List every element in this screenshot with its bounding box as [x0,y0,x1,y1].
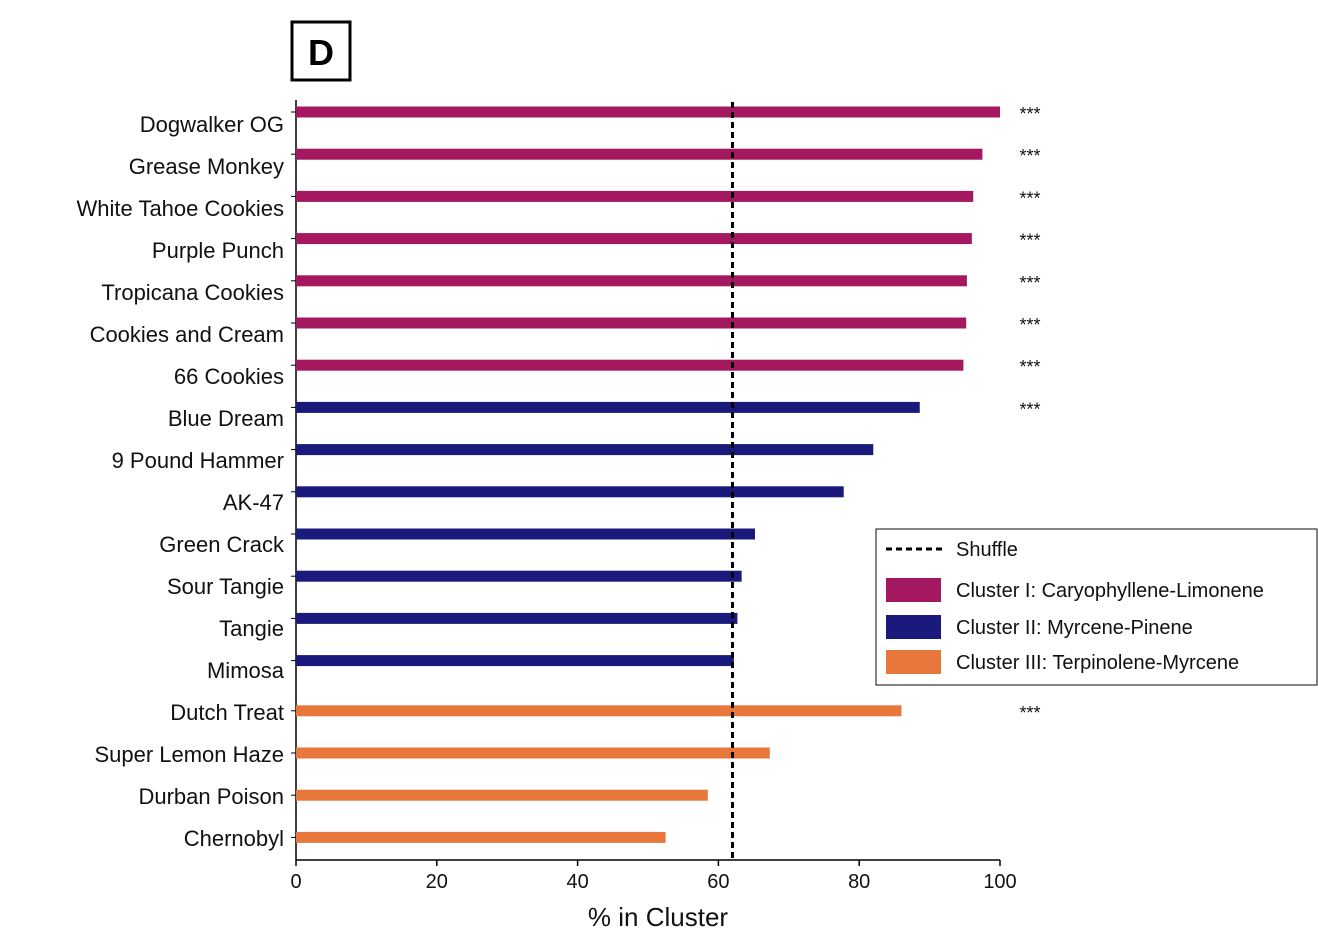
category-label: Grease Monkey [129,154,284,179]
category-label: Tangie [219,616,284,641]
bar [296,148,983,160]
significance-label: *** [1019,146,1040,166]
x-axis-title: % in Cluster [588,902,728,929]
significance-label: *** [1019,399,1040,419]
significance-label: *** [1019,104,1040,124]
category-label: Tropicana Cookies [101,280,284,305]
bar [296,831,666,843]
significance-label: *** [1019,188,1040,208]
category-label: Sour Tangie [167,574,284,599]
x-tick-label: 60 [707,871,729,893]
significance-label: *** [1019,315,1040,335]
panel-label-box: D [290,20,352,82]
bar [296,789,708,801]
legend-swatch [886,615,941,639]
bar [296,705,902,717]
bar [296,401,920,413]
legend-label: Cluster I: Caryophyllene-Limonene [956,580,1264,602]
category-label: Purple Punch [152,238,284,263]
bar [296,359,964,371]
category-label: Dutch Treat [170,700,284,725]
category-label: Blue Dream [168,406,284,431]
legend-swatch [886,650,941,674]
bar [296,570,742,582]
legend-box [875,528,1318,686]
significance-label: *** [1019,357,1040,377]
legend-swatch [886,578,941,602]
category-label: Dogwalker OG [140,112,284,137]
bar [296,612,738,624]
x-tick-label: 20 [426,871,448,893]
category-label: Green Crack [159,532,285,557]
legend-label: Cluster II: Myrcene-Pinene [956,617,1193,639]
x-tick-label: 80 [848,871,870,893]
category-label: 9 Pound Hammer [112,448,284,473]
x-tick-label: 40 [566,871,588,893]
category-label: AK-47 [223,490,284,515]
category-label: Chernobyl [184,826,284,851]
panel-label: D [308,32,334,73]
bar [296,486,844,498]
bar [296,655,734,667]
bar [296,106,1000,118]
bar [296,233,972,245]
significance-label: *** [1019,703,1040,723]
category-label: 66 Cookies [174,364,284,389]
bar [296,444,874,456]
bar [296,528,756,540]
plot-area: 0 20 40 60 80 100 Dogwalker OG *** Grease Monkey… [77,100,1041,893]
bar [296,190,974,202]
legend-label: Cluster III: Terpinolene-Myrcene [956,652,1239,674]
significance-label: *** [1019,231,1040,251]
category-label: White Tahoe Cookies [77,196,285,221]
x-tick-label: 100 [983,871,1016,893]
significance-label: *** [1019,273,1040,293]
category-label: Durban Poison [138,784,284,809]
category-label: Super Lemon Haze [94,742,284,767]
legend: Shuffle Cluster I: Caryophyllene-Limonene… [875,528,1318,686]
category-label: Mimosa [207,658,285,683]
x-tick-label: 0 [290,871,301,893]
legend-label: Shuffle [956,539,1018,561]
bar [296,317,967,329]
bar [296,747,770,759]
category-label: Cookies and Cream [90,322,284,347]
bar [296,275,967,287]
